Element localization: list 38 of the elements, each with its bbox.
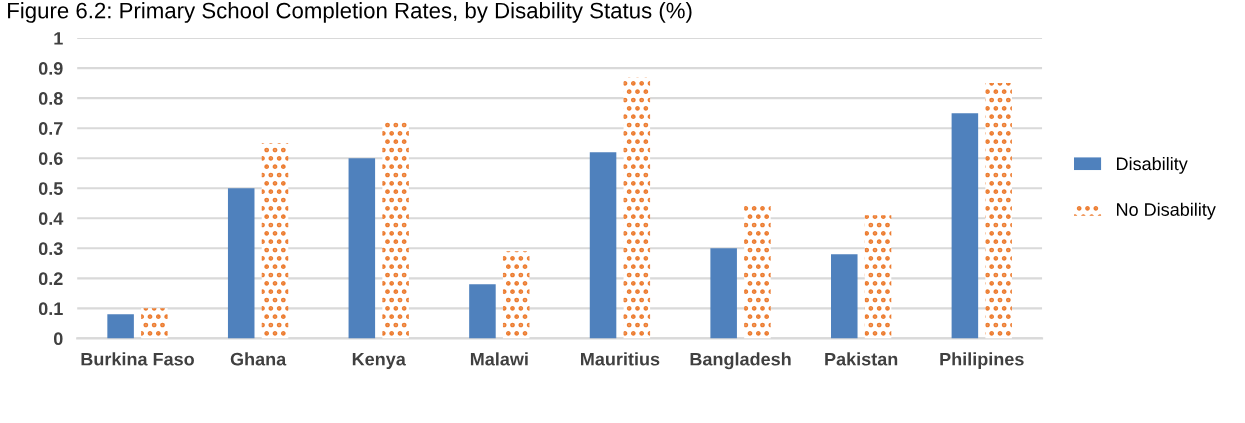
y-tick-label: 0.5	[38, 182, 63, 195]
bar	[985, 83, 1012, 339]
bar	[261, 143, 289, 339]
x-tick-label: Ghana	[230, 352, 287, 366]
x-tick-label: Burkina Faso	[81, 352, 194, 366]
bar	[951, 113, 979, 339]
bar	[623, 77, 651, 339]
x-tick-label: Malawi	[470, 352, 528, 366]
y-tick-label: 0	[53, 332, 63, 346]
legend-label: Disability	[1117, 156, 1188, 174]
bar	[589, 152, 617, 339]
bar	[227, 188, 255, 339]
bar	[744, 203, 771, 339]
legend-label: No Disability	[1117, 202, 1216, 220]
bar	[348, 158, 376, 339]
bar	[502, 251, 530, 339]
x-tick-label: Pakistan	[825, 352, 898, 366]
y-tick-label: 0.3	[38, 242, 63, 256]
y-tick-label: 0.9	[38, 62, 63, 75]
y-tick-label: 1	[54, 32, 63, 45]
x-tick-label: Kenya	[352, 352, 406, 370]
bar	[141, 308, 168, 339]
bar	[831, 254, 858, 339]
x-tick-label: Philipines	[940, 352, 1024, 370]
y-tick-label: 0.2	[38, 272, 63, 286]
bar	[710, 248, 737, 339]
x-tick-label: Bangladesh	[690, 352, 791, 370]
bar	[107, 314, 134, 339]
y-tick-label: 0.7	[38, 122, 63, 135]
y-tick-label: 0.8	[38, 92, 63, 105]
chart-title: Figure 6.2: Primary School Completion Rates, by Disability Status (%)	[8, 2, 692, 23]
y-tick-label: 0.6	[38, 152, 63, 165]
x-tick-label: Mauritius	[581, 352, 660, 366]
y-tick-label: 0.4	[38, 212, 64, 225]
bar	[469, 284, 496, 339]
bar	[382, 119, 409, 339]
bar	[864, 215, 892, 339]
y-tick-label: 0.1	[38, 302, 63, 316]
